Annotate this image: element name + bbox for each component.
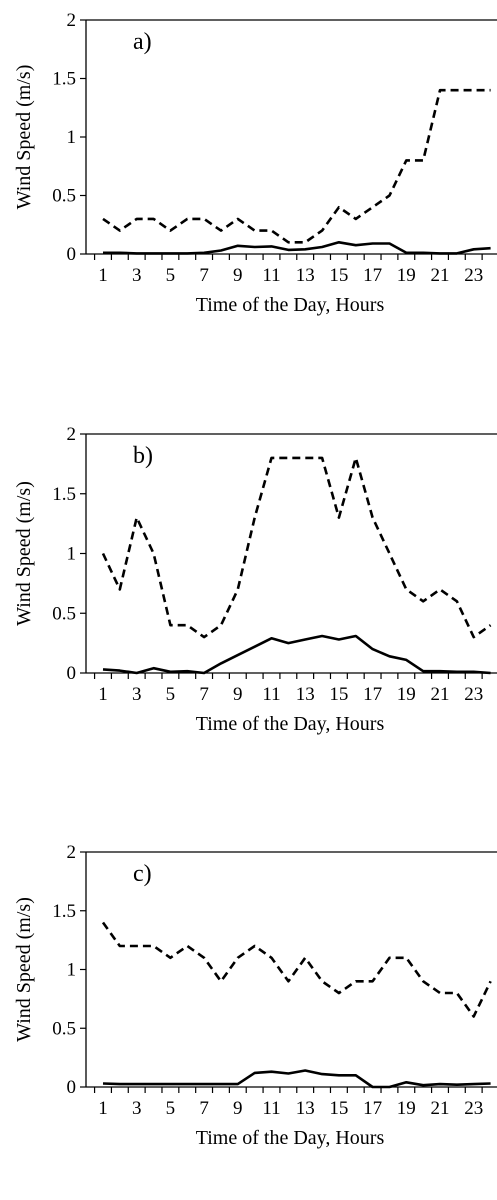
y-tick-label: 0.5: [52, 186, 76, 207]
x-tick-label: 1: [98, 1098, 108, 1119]
y-tick-label: 2: [67, 10, 77, 31]
y-tick-label: 0.5: [52, 603, 76, 624]
x-axis-title: Time of the Day, Hours: [196, 294, 385, 316]
x-tick-label: 9: [233, 1098, 243, 1119]
series-line-dashed: [102, 88, 491, 244]
x-tick-label: 5: [166, 265, 176, 286]
x-tick-label: 19: [397, 1098, 416, 1119]
x-tick-label: 23: [464, 265, 483, 286]
x-tick-label: 5: [166, 1098, 176, 1119]
y-tick-label: 1.5: [52, 484, 76, 505]
y-tick-label: 0: [67, 244, 77, 265]
x-tick-label: 15: [329, 265, 348, 286]
x-tick-label: 15: [329, 1098, 348, 1119]
y-tick-label: 1: [67, 960, 77, 981]
y-axis-title: Wind Speed (m/s): [13, 897, 35, 1042]
x-tick-label: 7: [199, 684, 209, 705]
x-tick-label: 19: [397, 265, 416, 286]
y-tick-label: 2: [67, 842, 77, 863]
x-tick-label: 3: [132, 1098, 142, 1119]
y-tick-label: 1.5: [52, 901, 76, 922]
y-tick-label: 2: [67, 424, 77, 445]
x-tick-label: 7: [199, 265, 209, 286]
x-axis-title: Time of the Day, Hours: [196, 1127, 385, 1149]
x-tick-label: 17: [363, 1098, 382, 1119]
panel-label: c): [133, 861, 152, 887]
y-tick-label: 0.5: [52, 1018, 76, 1039]
x-tick-label: 5: [166, 684, 176, 705]
series-line-solid: [102, 634, 491, 675]
x-tick-label: 23: [464, 1098, 483, 1119]
y-tick-label: 1: [67, 544, 77, 565]
panel-label: a): [133, 29, 152, 55]
y-tick-label: 1.5: [52, 69, 76, 90]
x-tick-label: 13: [296, 684, 315, 705]
x-tick-label: 13: [296, 1098, 315, 1119]
y-axis-title: Wind Speed (m/s): [13, 65, 35, 210]
x-tick-label: 9: [233, 265, 243, 286]
x-tick-label: 11: [262, 265, 280, 286]
series-line-dashed: [101, 456, 492, 639]
x-tick-label: 23: [464, 684, 483, 705]
x-tick-label: 11: [262, 684, 280, 705]
x-tick-label: 11: [262, 1098, 280, 1119]
x-tick-label: 21: [431, 1098, 450, 1119]
series-line-solid: [102, 1069, 491, 1089]
series-line-dashed: [101, 921, 492, 1018]
x-tick-label: 3: [132, 265, 142, 286]
y-tick-label: 1: [67, 127, 77, 148]
x-tick-label: 3: [132, 684, 142, 705]
x-tick-label: 19: [397, 684, 416, 705]
x-tick-label: 15: [329, 684, 348, 705]
x-tick-label: 1: [98, 265, 108, 286]
x-tick-label: 17: [363, 265, 382, 286]
x-tick-label: 7: [199, 1098, 209, 1119]
x-tick-label: 17: [363, 684, 382, 705]
x-tick-label: 1: [98, 684, 108, 705]
y-axis-title: Wind Speed (m/s): [13, 481, 35, 626]
series-line-solid: [103, 241, 491, 255]
y-tick-label: 0: [67, 663, 77, 684]
y-tick-label: 0: [67, 1077, 77, 1098]
x-tick-label: 21: [431, 265, 450, 286]
panel-label: b): [133, 443, 153, 469]
x-tick-label: 21: [431, 684, 450, 705]
x-tick-label: 9: [233, 684, 243, 705]
x-axis-title: Time of the Day, Hours: [196, 713, 385, 735]
x-tick-label: 13: [296, 265, 315, 286]
